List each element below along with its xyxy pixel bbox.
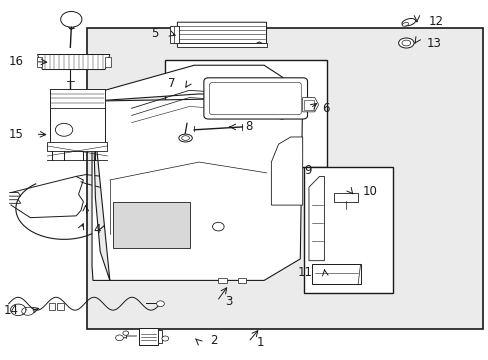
Text: 7: 7: [168, 77, 176, 90]
Ellipse shape: [401, 18, 415, 26]
Ellipse shape: [401, 23, 408, 26]
Text: 8: 8: [245, 121, 252, 134]
Text: 3: 3: [225, 295, 232, 308]
Bar: [165, 60, 326, 167]
Text: 16: 16: [9, 55, 23, 68]
Polygon shape: [92, 65, 302, 101]
FancyBboxPatch shape: [209, 82, 301, 115]
Text: 2: 2: [209, 334, 217, 347]
Polygon shape: [170, 26, 179, 43]
Bar: [157, 329, 162, 343]
Bar: [139, 328, 157, 345]
Text: 9: 9: [304, 164, 312, 177]
Polygon shape: [92, 90, 302, 280]
Bar: [57, 303, 63, 310]
Circle shape: [116, 335, 123, 341]
Polygon shape: [304, 100, 313, 110]
Polygon shape: [177, 22, 266, 45]
Polygon shape: [308, 176, 324, 261]
Bar: [87, 28, 482, 329]
Bar: [113, 202, 190, 248]
Circle shape: [212, 222, 224, 231]
Text: 4: 4: [93, 222, 101, 236]
Circle shape: [122, 331, 128, 335]
Polygon shape: [302, 98, 318, 112]
Text: 1: 1: [256, 336, 264, 348]
Ellipse shape: [182, 136, 189, 140]
Polygon shape: [105, 57, 111, 67]
Ellipse shape: [398, 38, 413, 48]
Text: 10: 10: [362, 185, 377, 198]
Text: 13: 13: [426, 36, 441, 50]
Polygon shape: [312, 264, 360, 284]
Text: 6: 6: [322, 102, 329, 115]
Text: 5: 5: [151, 27, 158, 40]
Bar: [237, 278, 246, 283]
Text: 12: 12: [428, 15, 443, 28]
Text: 14: 14: [3, 305, 18, 318]
Bar: [49, 89, 105, 144]
Bar: [304, 167, 392, 293]
Polygon shape: [38, 54, 110, 69]
Ellipse shape: [179, 134, 192, 142]
Bar: [218, 278, 226, 283]
Text: 15: 15: [9, 127, 23, 141]
Circle shape: [162, 336, 168, 341]
FancyBboxPatch shape: [203, 78, 307, 119]
Polygon shape: [271, 137, 302, 205]
Bar: [49, 89, 105, 108]
Text: 11: 11: [297, 266, 312, 279]
Polygon shape: [177, 43, 266, 46]
Bar: [48, 303, 55, 310]
Circle shape: [156, 301, 164, 307]
Polygon shape: [47, 142, 107, 151]
Circle shape: [61, 12, 81, 27]
Circle shape: [55, 123, 73, 136]
Polygon shape: [37, 57, 42, 67]
Ellipse shape: [401, 40, 410, 46]
Polygon shape: [333, 193, 357, 202]
